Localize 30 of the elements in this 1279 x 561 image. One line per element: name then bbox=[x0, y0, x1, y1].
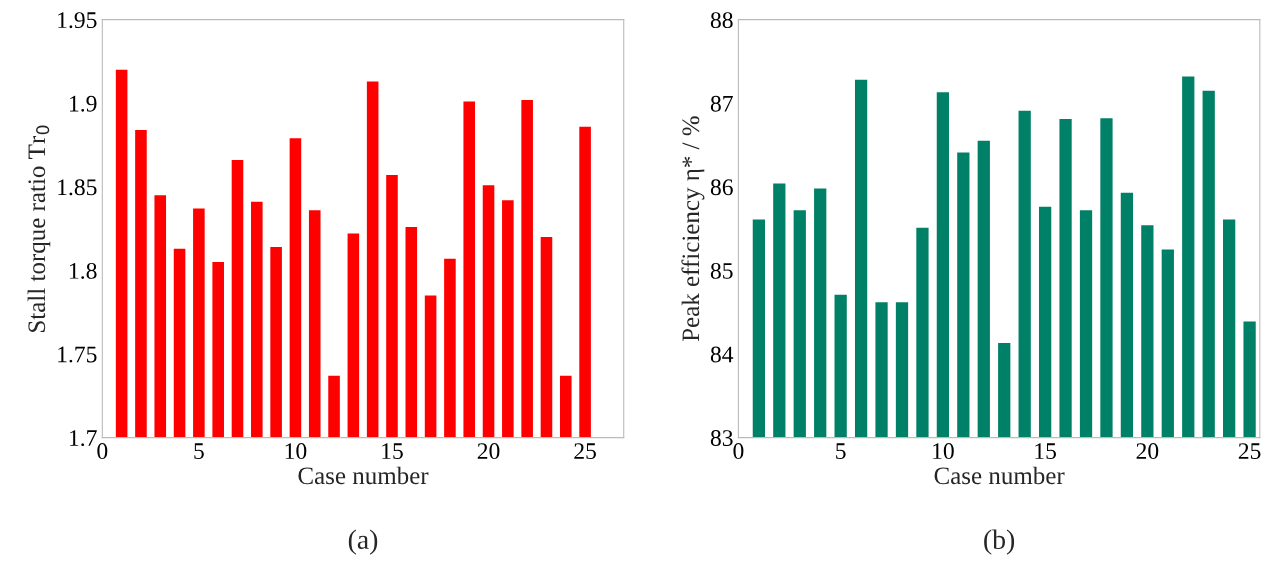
y-tick-label: 1.75 bbox=[58, 346, 97, 363]
y-tick-label: 84 bbox=[710, 346, 734, 363]
y-tick-label: 1.9 bbox=[70, 95, 97, 112]
x-tick-label: 15 bbox=[382, 443, 403, 460]
text: (a) bbox=[348, 529, 378, 555]
x-tick-label: 5 bbox=[836, 443, 846, 460]
y-axis-title: Peak efficiency η* / % bbox=[681, 116, 705, 342]
text: (b) bbox=[984, 529, 1015, 555]
x-tick-label: 25 bbox=[1238, 443, 1261, 460]
x-tick-label: 0 bbox=[733, 443, 744, 460]
x-axis-title: Case number bbox=[298, 466, 429, 485]
y-tick-label: 88 bbox=[710, 12, 733, 29]
x-tick-label: 10 bbox=[933, 443, 954, 460]
x-tick-label: 15 bbox=[1035, 443, 1057, 460]
x-tick-label: 0 bbox=[97, 443, 108, 460]
x-axis-title: Case number bbox=[934, 466, 1065, 485]
y-tick-label: 1.7 bbox=[70, 430, 97, 447]
x-tick-label: 25 bbox=[574, 443, 596, 460]
y-axis-title: Stall torque ratio Tr$_{0}$ bbox=[27, 125, 51, 332]
x-tick-label: 20 bbox=[1136, 443, 1159, 460]
y-tick-label: 83 bbox=[710, 430, 733, 446]
y-tick-label: 1.8 bbox=[70, 262, 97, 279]
x-tick-label: 5 bbox=[194, 443, 204, 460]
y-tick-label: 85 bbox=[710, 262, 733, 279]
y-tick-label: 86 bbox=[710, 179, 733, 196]
y-tick-label: 1.85 bbox=[58, 179, 97, 196]
y-tick-label: 87 bbox=[710, 95, 733, 112]
x-tick-label: 10 bbox=[285, 443, 307, 460]
x-tick-label: 20 bbox=[477, 443, 500, 460]
y-tick-label: 1.95 bbox=[58, 12, 97, 29]
